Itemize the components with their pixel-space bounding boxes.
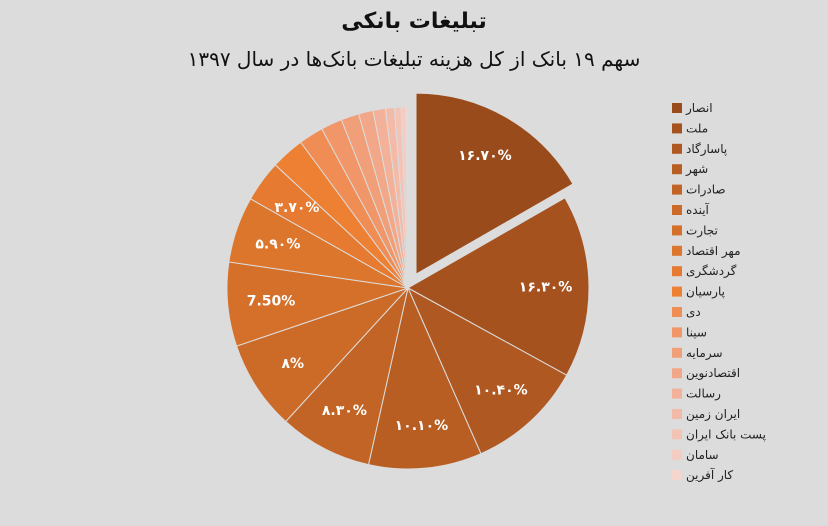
chart-legend: انصار ملت پاسارگاد شهر صادرات آینده تجارت مهر ا… xyxy=(672,101,766,483)
data-label: ۱۶.۷۰% xyxy=(458,148,512,164)
chart-subtitle: سهم ۱۹ بانک از کل هزینه تبلیغات بانک‌ها … xyxy=(188,47,641,71)
legend-label: ملت xyxy=(686,121,708,135)
pie-slice xyxy=(405,106,409,289)
data-label: ۱۶.۳۰% xyxy=(519,280,573,296)
legend-swatch xyxy=(672,184,682,195)
legend-label: شهر xyxy=(685,162,708,177)
pie-slices xyxy=(226,92,590,470)
legend-swatch xyxy=(672,429,682,440)
data-label: ۱۰.۴۰% xyxy=(474,382,528,398)
data-label: ۵.۹۰% xyxy=(255,236,300,252)
legend-swatch xyxy=(672,205,682,215)
legend-swatch xyxy=(672,347,682,358)
legend-label: سامان xyxy=(686,448,719,462)
legend-label: گردشگری xyxy=(686,264,737,279)
legend-swatch xyxy=(672,307,682,317)
legend-label: سرمایه xyxy=(686,346,723,361)
legend-label: انصار xyxy=(685,101,713,116)
legend-label: دی xyxy=(686,305,701,319)
legend-swatch xyxy=(672,449,682,460)
legend-label: پست بانک ایران xyxy=(686,427,766,442)
pie-slice xyxy=(406,286,568,455)
pie-slice xyxy=(235,287,409,423)
legend-label: ایران زمین xyxy=(686,407,740,422)
legend-swatch xyxy=(672,388,682,399)
pie-slice xyxy=(285,286,409,466)
legend-label: تجارت xyxy=(686,223,718,238)
legend-label: پارسیان xyxy=(686,285,725,300)
legend-swatch xyxy=(672,245,682,256)
legend-label: سینا xyxy=(686,325,707,339)
legend-swatch xyxy=(672,368,682,379)
legend-swatch xyxy=(672,409,682,419)
data-label: ۸% xyxy=(282,356,305,372)
legend-label: مهر اقتصاد xyxy=(686,244,741,259)
data-label: 7.50% xyxy=(247,294,296,310)
legend-swatch xyxy=(672,470,682,481)
pie-slice xyxy=(415,92,574,276)
legend-swatch xyxy=(672,286,682,297)
chart-title: تبلیغات بانکی xyxy=(341,9,486,34)
legend-swatch xyxy=(672,266,682,277)
legend-swatch xyxy=(672,123,682,134)
legend-swatch xyxy=(672,164,682,175)
data-label: ۳.۷۰% xyxy=(274,200,319,216)
data-label: ۱۰.۱۰% xyxy=(395,418,449,434)
legend-label: رسالت xyxy=(686,387,721,402)
legend-label: صادرات xyxy=(686,183,726,198)
pie-slice xyxy=(367,286,482,470)
legend-swatch xyxy=(672,103,682,113)
data-label: ۸.۳۰% xyxy=(322,403,367,419)
pie-data-labels: ۱۶.۷۰% ۱۶.۳۰% ۱۰.۴۰% ۱۰.۱۰% ۸.۳۰% ۸% 7.50% ۵.۹۰… xyxy=(247,148,573,434)
legend-swatch xyxy=(672,143,682,154)
legend-swatch xyxy=(672,225,682,236)
legend-label: کار آفرین xyxy=(686,467,733,483)
legend-label: پاسارگاد xyxy=(686,142,727,157)
legend-label: آینده xyxy=(686,202,710,217)
legend-swatch xyxy=(672,327,682,338)
legend-label: اقتصادنوین xyxy=(686,366,740,381)
pie-slice xyxy=(406,197,590,376)
